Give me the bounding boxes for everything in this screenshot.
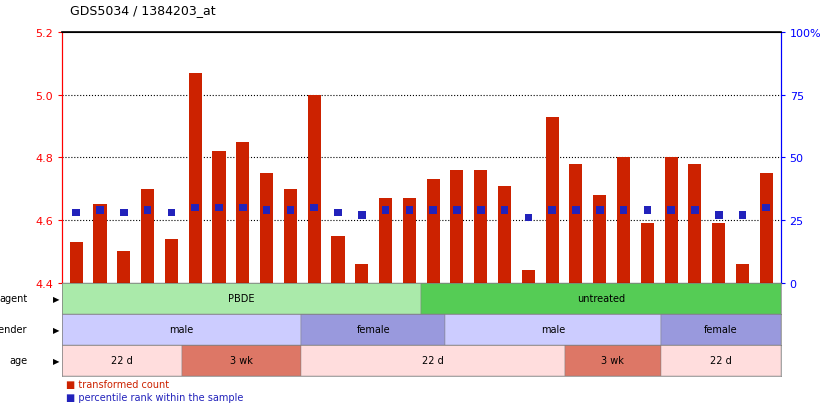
- Bar: [453, 206, 461, 214]
- Bar: [301, 345, 565, 376]
- Bar: [287, 206, 294, 214]
- Bar: [474, 171, 487, 283]
- Text: agent: agent: [0, 293, 27, 304]
- Text: ■ percentile rank within the sample: ■ percentile rank within the sample: [66, 392, 244, 402]
- Bar: [382, 206, 389, 214]
- Bar: [96, 206, 104, 214]
- Bar: [565, 345, 661, 376]
- Bar: [144, 206, 151, 214]
- Text: 3 wk: 3 wk: [230, 355, 253, 366]
- Bar: [236, 142, 249, 283]
- Bar: [331, 236, 344, 283]
- Bar: [596, 206, 604, 214]
- Bar: [525, 214, 532, 222]
- Bar: [120, 209, 128, 217]
- Bar: [498, 186, 511, 283]
- Bar: [311, 204, 318, 212]
- Text: female: female: [357, 324, 390, 335]
- Bar: [572, 206, 580, 214]
- Text: 22 d: 22 d: [422, 355, 444, 366]
- Bar: [426, 180, 439, 283]
- Text: male: male: [541, 324, 565, 335]
- Bar: [477, 206, 485, 214]
- Text: 22 d: 22 d: [111, 355, 133, 366]
- Bar: [188, 74, 202, 283]
- Bar: [141, 189, 154, 283]
- Bar: [661, 345, 781, 376]
- Bar: [212, 152, 225, 283]
- Bar: [450, 171, 463, 283]
- Text: male: male: [169, 324, 194, 335]
- Text: ▶: ▶: [53, 356, 59, 365]
- Bar: [379, 199, 392, 283]
- Bar: [522, 271, 535, 283]
- Bar: [569, 164, 582, 283]
- Bar: [168, 209, 175, 217]
- Bar: [641, 223, 654, 283]
- Bar: [62, 283, 421, 314]
- Bar: [714, 211, 723, 219]
- Bar: [403, 199, 416, 283]
- Text: gender: gender: [0, 324, 27, 335]
- Bar: [260, 173, 273, 283]
- Bar: [73, 209, 80, 217]
- Bar: [192, 204, 199, 212]
- Bar: [182, 345, 301, 376]
- Bar: [239, 204, 247, 212]
- Bar: [263, 206, 270, 214]
- Bar: [762, 204, 770, 212]
- Bar: [93, 205, 107, 283]
- Bar: [307, 95, 320, 283]
- Text: 3 wk: 3 wk: [601, 355, 624, 366]
- Bar: [667, 206, 675, 214]
- Text: age: age: [9, 355, 27, 366]
- Text: female: female: [704, 324, 738, 335]
- Bar: [738, 211, 747, 219]
- Bar: [117, 252, 131, 283]
- Bar: [736, 264, 749, 283]
- Text: ▶: ▶: [53, 325, 59, 334]
- Bar: [335, 209, 342, 217]
- Bar: [665, 158, 677, 283]
- Text: untreated: untreated: [577, 293, 625, 304]
- Bar: [712, 223, 725, 283]
- Bar: [216, 204, 223, 212]
- Text: GDS5034 / 1384203_at: GDS5034 / 1384203_at: [70, 4, 216, 17]
- Text: ▶: ▶: [53, 294, 59, 303]
- Bar: [593, 195, 606, 283]
- Bar: [358, 211, 366, 219]
- Bar: [62, 345, 182, 376]
- Bar: [691, 206, 699, 214]
- Bar: [760, 173, 773, 283]
- Text: ■ transformed count: ■ transformed count: [66, 379, 169, 389]
- Bar: [617, 158, 630, 283]
- Bar: [406, 206, 413, 214]
- Bar: [301, 314, 445, 345]
- Bar: [620, 206, 627, 214]
- Bar: [62, 314, 301, 345]
- Bar: [69, 242, 83, 283]
- Text: PBDE: PBDE: [228, 293, 255, 304]
- Bar: [548, 206, 556, 214]
- Bar: [501, 206, 508, 214]
- Bar: [284, 189, 297, 283]
- Bar: [421, 283, 781, 314]
- Bar: [430, 206, 437, 214]
- Bar: [165, 239, 178, 283]
- Bar: [445, 314, 661, 345]
- Bar: [688, 164, 701, 283]
- Text: 22 d: 22 d: [710, 355, 732, 366]
- Bar: [643, 206, 651, 214]
- Bar: [661, 314, 781, 345]
- Bar: [546, 117, 558, 283]
- Bar: [355, 264, 368, 283]
